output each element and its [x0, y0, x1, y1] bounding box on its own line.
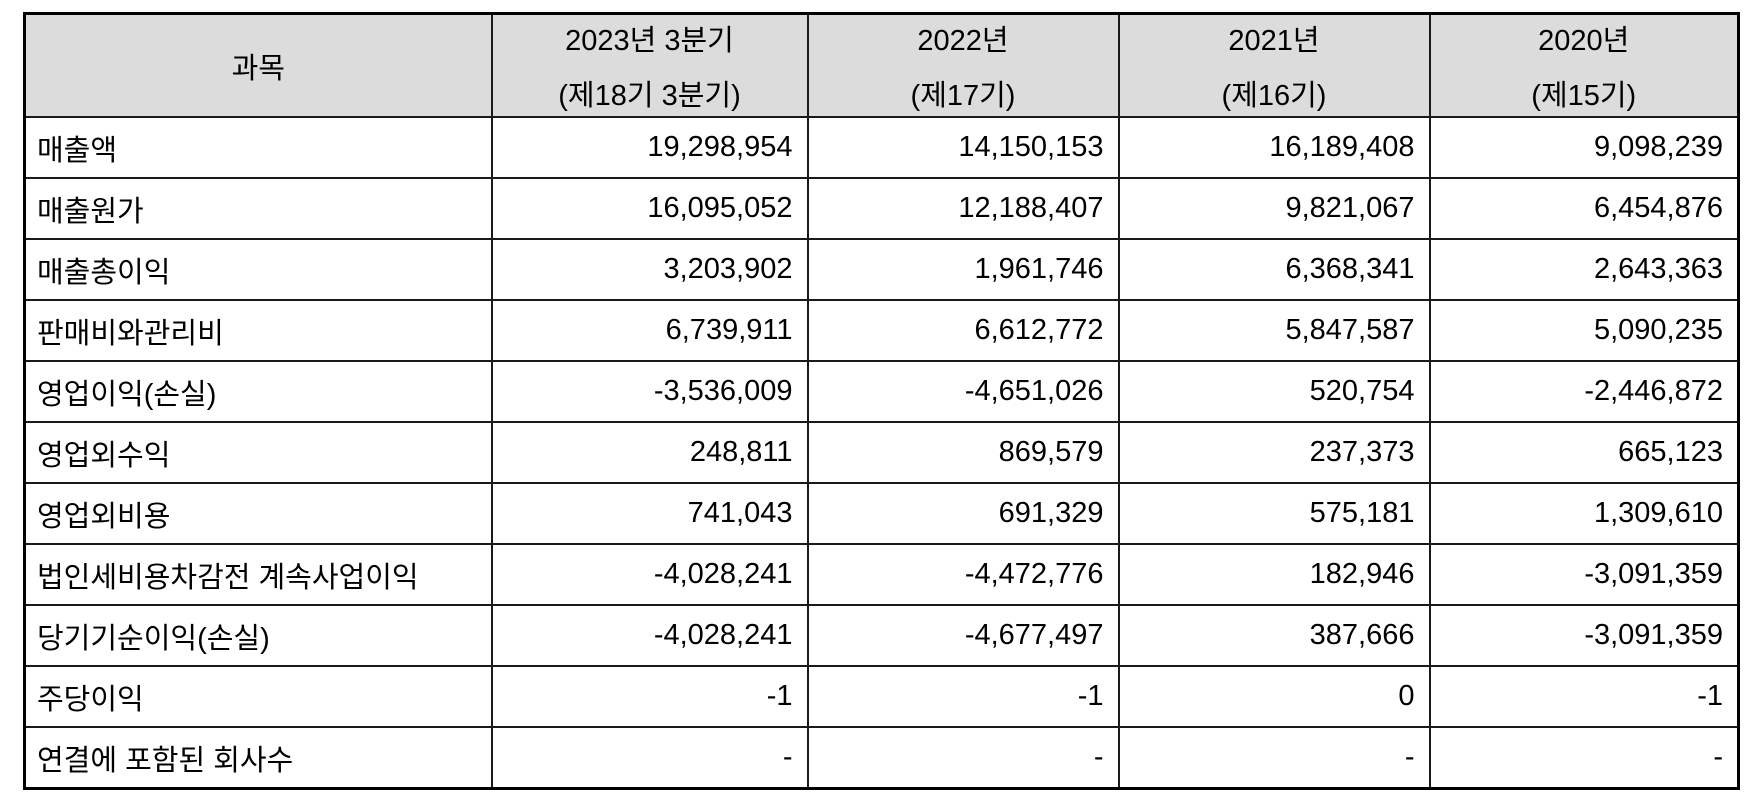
cell-value: -1 — [490, 665, 809, 728]
cell-value: 1,309,610 — [1428, 482, 1740, 545]
cell-value: 2,643,363 — [1428, 238, 1740, 301]
cell-value: 665,123 — [1428, 421, 1740, 484]
cell-value: 237,373 — [1117, 421, 1431, 484]
cell-value: 387,666 — [1117, 604, 1431, 667]
cell-value: -4,028,241 — [490, 604, 809, 667]
header-cell-2022: 2022년 (제17기) — [806, 12, 1120, 118]
cell-value: -4,028,241 — [490, 543, 809, 606]
cell-value: 9,821,067 — [1117, 177, 1431, 240]
row-label: 법인세비용차감전 계속사업이익 — [23, 543, 493, 606]
cell-value: 520,754 — [1117, 360, 1431, 423]
cell-value: -1 — [806, 665, 1120, 728]
row-label: 영업외비용 — [23, 482, 493, 545]
table-row: 매출총이익 3,203,902 1,961,746 6,368,341 2,64… — [23, 238, 1740, 301]
cell-value: -4,472,776 — [806, 543, 1120, 606]
table-row: 판매비와관리비 6,739,911 6,612,772 5,847,587 5,… — [23, 299, 1740, 362]
row-label: 매출총이익 — [23, 238, 493, 301]
cell-value: 14,150,153 — [806, 116, 1120, 179]
table-row: 연결에 포함된 회사수 - - - - — [23, 726, 1740, 790]
row-label: 주당이익 — [23, 665, 493, 728]
cell-value: - — [806, 726, 1120, 790]
cell-value: 575,181 — [1117, 482, 1431, 545]
table-row: 주당이익 -1 -1 0 -1 — [23, 665, 1740, 728]
cell-value: 5,847,587 — [1117, 299, 1431, 362]
cell-value: 248,811 — [490, 421, 809, 484]
header-cell-subject: 과목 — [23, 12, 493, 118]
cell-value: 691,329 — [806, 482, 1120, 545]
cell-value: -1 — [1428, 665, 1740, 728]
cell-value: -4,677,497 — [806, 604, 1120, 667]
cell-value: 5,090,235 — [1428, 299, 1740, 362]
cell-value: 9,098,239 — [1428, 116, 1740, 179]
row-label: 당기기순이익(손실) — [23, 604, 493, 667]
cell-value: -3,091,359 — [1428, 543, 1740, 606]
table-row: 당기기순이익(손실) -4,028,241 -4,677,497 387,666… — [23, 604, 1740, 667]
cell-value: 6,454,876 — [1428, 177, 1740, 240]
cell-value: -3,091,359 — [1428, 604, 1740, 667]
cell-value: -3,536,009 — [490, 360, 809, 423]
header-period-line1: 2022년 — [917, 25, 1009, 57]
header-period-line2: (제18기 3분기) — [558, 80, 741, 112]
cell-value: 741,043 — [490, 482, 809, 545]
cell-value: 16,189,408 — [1117, 116, 1431, 179]
cell-value: 3,203,902 — [490, 238, 809, 301]
header-period-line2: (제16기) — [1221, 80, 1327, 112]
cell-value: 6,368,341 — [1117, 238, 1431, 301]
table-row: 매출액 19,298,954 14,150,153 16,189,408 9,0… — [23, 116, 1740, 179]
cell-value: 869,579 — [806, 421, 1120, 484]
cell-value: 6,739,911 — [490, 299, 809, 362]
header-period-line1: 2023년 3분기 — [565, 25, 734, 57]
header-row: 과목 2023년 3분기 (제18기 3분기) 2022년 (제17기) — [23, 12, 1740, 118]
row-label: 매출원가 — [23, 177, 493, 240]
table-body: 매출액 19,298,954 14,150,153 16,189,408 9,0… — [23, 116, 1740, 790]
cell-value: - — [1117, 726, 1431, 790]
cell-value: -2,446,872 — [1428, 360, 1740, 423]
table-row: 법인세비용차감전 계속사업이익 -4,028,241 -4,472,776 18… — [23, 543, 1740, 606]
table-header: 과목 2023년 3분기 (제18기 3분기) 2022년 (제17기) — [23, 12, 1740, 118]
table-row: 영업외수익 248,811 869,579 237,373 665,123 — [23, 421, 1740, 484]
header-period-line1: 2021년 — [1228, 25, 1320, 57]
cell-value: 12,188,407 — [806, 177, 1120, 240]
cell-value: 19,298,954 — [490, 116, 809, 179]
row-label: 연결에 포함된 회사수 — [23, 726, 493, 790]
header-subject-label: 과목 — [231, 52, 285, 85]
table-row: 영업외비용 741,043 691,329 575,181 1,309,610 — [23, 482, 1740, 545]
header-period-line2: (제17기) — [910, 80, 1016, 112]
header-period-line1: 2020년 — [1538, 25, 1630, 57]
cell-value: -4,651,026 — [806, 360, 1120, 423]
cell-value: - — [1428, 726, 1740, 790]
table-row: 매출원가 16,095,052 12,188,407 9,821,067 6,4… — [23, 177, 1740, 240]
header-cell-2021: 2021년 (제16기) — [1117, 12, 1431, 118]
cell-value: 1,961,746 — [806, 238, 1120, 301]
row-label: 영업이익(손실) — [23, 360, 493, 423]
row-label: 영업외수익 — [23, 421, 493, 484]
financial-summary-table: 과목 2023년 3분기 (제18기 3분기) 2022년 (제17기) — [23, 12, 1740, 790]
row-label: 판매비와관리비 — [23, 299, 493, 362]
cell-value: 182,946 — [1117, 543, 1431, 606]
cell-value: - — [490, 726, 809, 790]
cell-value: 0 — [1117, 665, 1431, 728]
cell-value: 16,095,052 — [490, 177, 809, 240]
header-cell-2020: 2020년 (제15기) — [1428, 12, 1740, 118]
header-period-line2: (제15기) — [1531, 80, 1637, 112]
table-row: 영업이익(손실) -3,536,009 -4,651,026 520,754 -… — [23, 360, 1740, 423]
header-cell-2023q3: 2023년 3분기 (제18기 3분기) — [490, 12, 809, 118]
cell-value: 6,612,772 — [806, 299, 1120, 362]
row-label: 매출액 — [23, 116, 493, 179]
